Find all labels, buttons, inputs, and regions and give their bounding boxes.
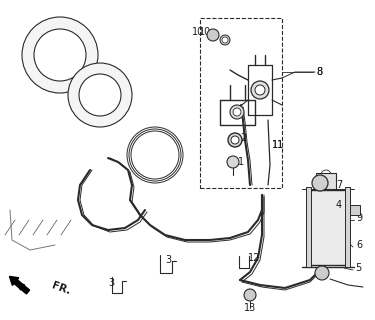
Text: 11: 11 [272,140,284,150]
Circle shape [227,156,239,168]
Circle shape [22,17,98,93]
Circle shape [68,63,132,127]
Text: 3: 3 [108,278,114,288]
Bar [350,205,360,215]
Text: 12: 12 [248,253,260,263]
Circle shape [231,136,239,144]
Text: 1: 1 [238,157,244,167]
Circle shape [312,175,328,191]
Bar [200,18,282,188]
FancyArrow shape [9,276,30,294]
Text: 8: 8 [316,67,322,77]
Text: 3: 3 [165,255,171,265]
Text: 9: 9 [356,213,362,223]
Text: 11: 11 [272,140,284,150]
Text: FR.: FR. [50,280,72,296]
Circle shape [34,29,86,81]
Circle shape [233,108,241,116]
Circle shape [255,85,265,95]
Circle shape [230,105,244,119]
Text: 7: 7 [336,180,342,190]
Bar [345,187,350,267]
Circle shape [315,178,325,188]
Text: 8: 8 [316,67,322,77]
Circle shape [251,81,269,99]
Text: 10: 10 [192,27,204,37]
Bar [310,190,346,265]
Circle shape [222,37,228,43]
Circle shape [228,133,242,147]
Bar [306,187,311,267]
Text: 5: 5 [355,263,361,273]
Circle shape [244,289,256,301]
Circle shape [207,29,219,41]
Circle shape [220,35,230,45]
Text: 2: 2 [240,133,246,143]
Circle shape [315,266,329,280]
Text: 10: 10 [199,27,211,37]
Circle shape [79,74,121,116]
Text: 6: 6 [356,240,362,250]
Circle shape [321,170,331,180]
Text: 13: 13 [244,303,256,313]
Text: 4: 4 [336,200,342,210]
Bar [316,173,336,189]
